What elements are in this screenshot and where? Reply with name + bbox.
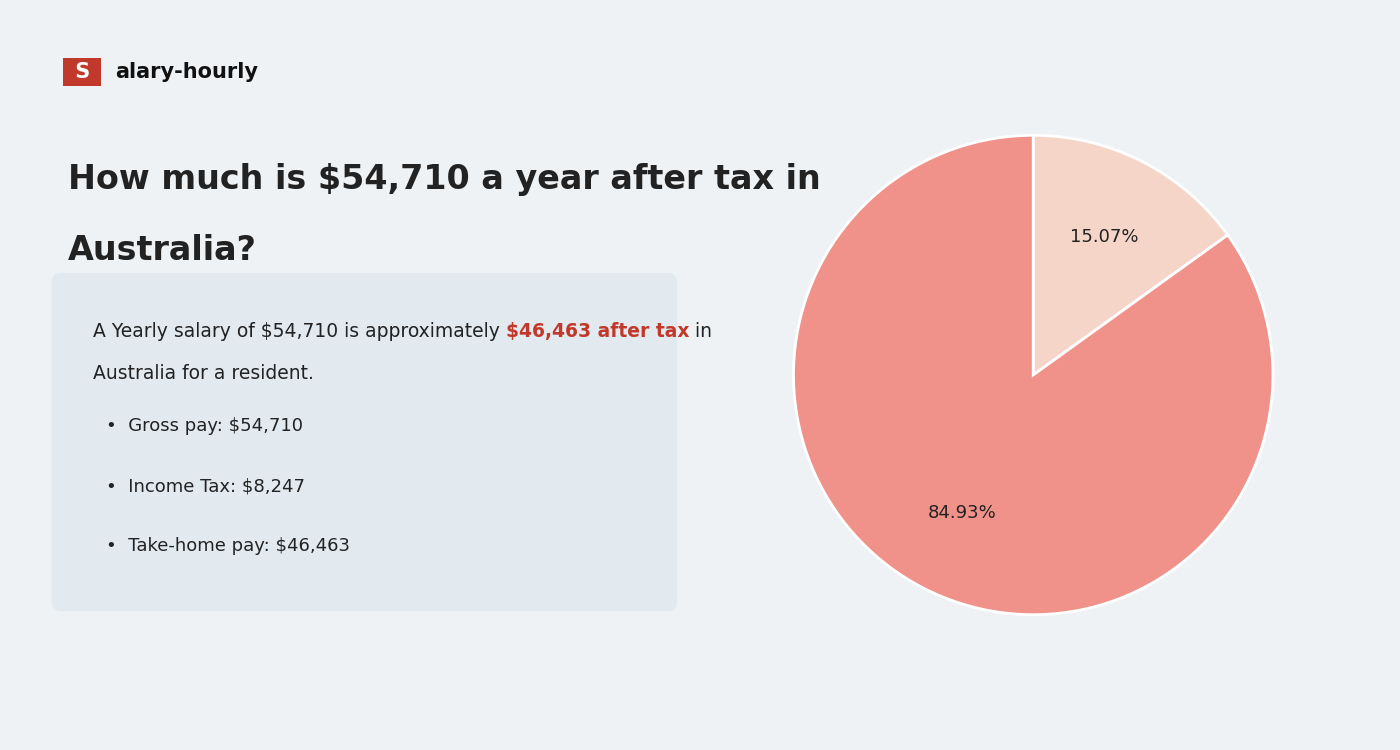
FancyBboxPatch shape — [52, 273, 678, 611]
Text: A Yearly salary of $54,710 is approximately: A Yearly salary of $54,710 is approximat… — [92, 322, 505, 341]
Text: •  Take-home pay: $46,463: • Take-home pay: $46,463 — [106, 537, 350, 555]
Text: S: S — [67, 62, 97, 82]
Text: 84.93%: 84.93% — [928, 504, 997, 522]
Text: $46,463 after tax: $46,463 after tax — [505, 322, 689, 341]
Text: in: in — [689, 322, 713, 341]
Text: •  Income Tax: $8,247: • Income Tax: $8,247 — [106, 477, 305, 495]
Text: Australia?: Australia? — [67, 234, 256, 267]
Text: alary-hourly: alary-hourly — [115, 62, 259, 82]
Wedge shape — [1033, 135, 1228, 375]
Text: How much is $54,710 a year after tax in: How much is $54,710 a year after tax in — [67, 164, 820, 196]
Wedge shape — [794, 135, 1273, 615]
Text: 15.07%: 15.07% — [1070, 228, 1138, 246]
Text: •  Gross pay: $54,710: • Gross pay: $54,710 — [106, 417, 302, 435]
Text: Australia for a resident.: Australia for a resident. — [92, 364, 314, 383]
